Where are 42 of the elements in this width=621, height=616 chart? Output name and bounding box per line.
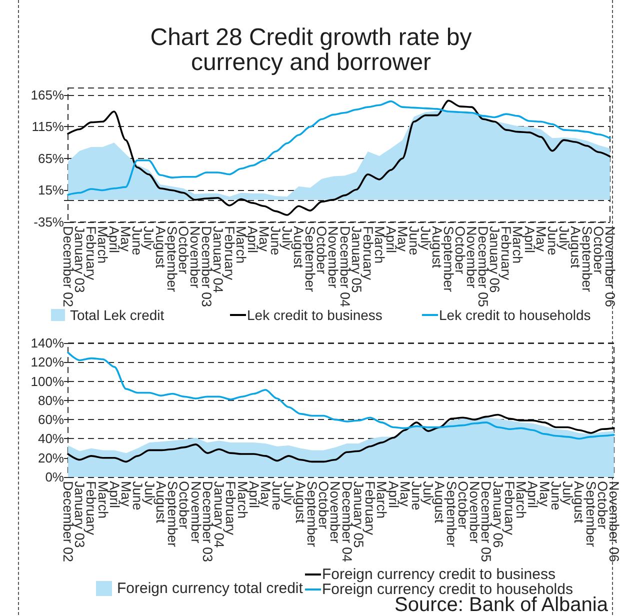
y-tick-label: 40% xyxy=(38,431,64,446)
legend-label: Foreign currency total credit xyxy=(117,580,304,597)
x-tick-label: February xyxy=(360,226,376,280)
line-series xyxy=(67,414,615,463)
x-tick-label: September xyxy=(583,481,598,548)
x-tick-label: May xyxy=(394,226,410,252)
x-tick-label: September xyxy=(444,481,459,548)
legend-label: Foreign currency credit to households xyxy=(322,581,573,598)
y-tick-label: 20% xyxy=(38,450,64,466)
x-tick-label: February xyxy=(362,481,378,536)
y-tick-label: 65% xyxy=(38,150,64,166)
x-tick-label: May xyxy=(118,481,134,507)
x-tick-label: February xyxy=(222,226,237,280)
y-tick-label: -35% xyxy=(34,214,64,230)
x-tick-label: May xyxy=(258,481,273,507)
line-series xyxy=(67,352,615,440)
x-tick-label: May xyxy=(536,481,552,507)
y-tick-label: 80% xyxy=(38,392,64,408)
x-tick-label: May xyxy=(118,226,134,252)
x-tick-label: November 06 xyxy=(602,226,618,308)
line-series xyxy=(67,100,611,216)
x-tick-label: May xyxy=(256,226,272,252)
x-tick-label: May xyxy=(397,481,412,507)
y-tick-label: 140% xyxy=(30,336,64,350)
legend-label: Lek credit to business xyxy=(247,307,382,323)
x-tick-label: November 06 xyxy=(606,481,621,562)
chart-title: Chart 28 Credit growth rate by currency and borrower xyxy=(149,24,473,76)
x-tick-label: September xyxy=(164,226,180,293)
x-tick-label: September xyxy=(579,226,594,293)
legend-label: Lek credit to households xyxy=(439,307,591,323)
x-tick-label: May xyxy=(533,226,548,252)
y-tick-label: 100% xyxy=(30,374,64,389)
y-tick-label: 15% xyxy=(38,182,64,198)
x-tick-label: November xyxy=(467,481,482,544)
y-tick-label: 0% xyxy=(45,470,64,484)
y-tick-label: 120% xyxy=(30,354,64,370)
legend-label: Total Lek credit xyxy=(70,307,164,323)
x-tick-label: February xyxy=(502,481,517,536)
y-tick-label: 165% xyxy=(30,87,64,102)
y-tick-label: 115% xyxy=(32,119,64,134)
y-tick-label: 60% xyxy=(38,412,64,428)
legend-label: Foreign currency credit to business xyxy=(322,566,556,583)
